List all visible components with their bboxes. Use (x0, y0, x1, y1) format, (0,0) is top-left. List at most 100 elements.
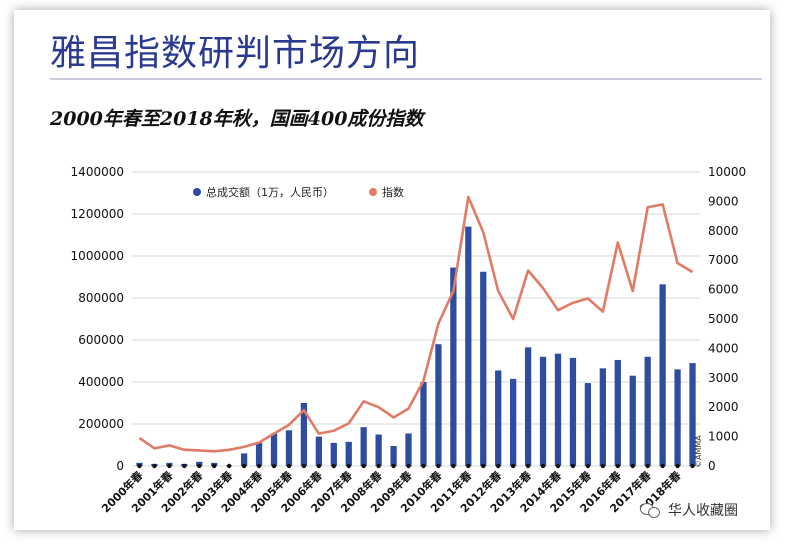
bar (345, 441, 352, 466)
watermark: 华人收藏圈 (640, 500, 738, 520)
bar (420, 382, 427, 466)
y-left-tick-label: 800000 (78, 291, 124, 305)
y-right-tick-label: 2000 (708, 400, 739, 414)
baseline-marker (600, 463, 606, 469)
y-right-tick-label: 5000 (708, 312, 739, 326)
bar (539, 356, 547, 466)
y-right-tick-label: 3000 (708, 371, 739, 385)
baseline-marker (496, 463, 501, 469)
legend-swatch-bar (193, 188, 201, 196)
baseline-marker (481, 463, 486, 469)
baseline-marker (346, 463, 351, 469)
bar (435, 344, 442, 466)
baseline-marker (241, 463, 247, 469)
title-divider (50, 78, 762, 80)
y-right-tick-label: 7000 (708, 253, 739, 267)
legend: 总成交额（1万，人民币） 指数 (193, 185, 404, 199)
bar (480, 271, 487, 466)
legend-label-line: 指数 (382, 185, 404, 199)
y-left-tick-label: 0 (116, 459, 124, 473)
baseline-marker (675, 463, 680, 469)
baseline-marker (630, 463, 635, 469)
bar (629, 375, 636, 466)
y-left-tick-label: 400000 (78, 375, 124, 389)
watermark-text: 华人收藏圈 (668, 503, 738, 519)
y-right-tick-label: 9000 (708, 194, 739, 208)
baseline-marker (540, 463, 546, 469)
bar (285, 430, 293, 466)
slide-frame (14, 10, 770, 530)
baseline-marker (212, 463, 217, 469)
page-title: 雅昌指数研判市场方向 (50, 33, 421, 74)
bar (599, 368, 606, 466)
baseline-marker (585, 463, 591, 469)
y-right-tick-label: 4000 (708, 341, 739, 355)
bar (569, 357, 577, 466)
bar (390, 446, 397, 466)
bar (450, 267, 457, 466)
y-right-tick-label: 8000 (708, 224, 739, 238)
baseline-marker (152, 463, 157, 469)
bar (465, 226, 472, 466)
bar (330, 442, 337, 466)
bar (524, 347, 532, 466)
bar (315, 436, 322, 466)
line-series (138, 195, 694, 453)
y-left-tick-label: 1200000 (71, 207, 124, 221)
bar (360, 427, 367, 466)
baseline-marker (436, 463, 441, 469)
bar (659, 284, 666, 466)
wechat-icon (640, 502, 662, 518)
y-right-tick-label: 0 (708, 459, 716, 473)
bar (689, 363, 696, 466)
baseline-marker (137, 463, 142, 469)
y-right-tick-label: 1000 (708, 430, 739, 444)
baseline-marker (391, 463, 396, 469)
bar (510, 378, 517, 466)
y-left-tick-label: 200000 (78, 417, 124, 431)
baseline-marker (406, 463, 411, 469)
y-left-tick-label: 1400000 (71, 165, 124, 179)
baseline-marker (331, 463, 336, 469)
baseline-marker (570, 463, 576, 469)
bar (495, 370, 502, 466)
baseline-marker (376, 463, 381, 469)
bar-series (136, 226, 696, 466)
copyright-credit: ©AMMA (694, 435, 703, 468)
baseline-marker (271, 463, 277, 469)
bar (240, 453, 248, 466)
baseline-marker (167, 463, 172, 469)
index-line (138, 195, 694, 453)
baseline-marker (645, 463, 650, 469)
baseline-marker (256, 463, 262, 469)
bar (270, 433, 278, 466)
bar (375, 434, 382, 466)
y-right-tick-label: 6000 (708, 283, 739, 297)
baseline-marker (301, 463, 307, 469)
baseline-marker (690, 463, 695, 469)
bar (554, 353, 562, 466)
baseline-marker (555, 463, 561, 469)
bar (300, 403, 308, 466)
baseline-marker (466, 463, 471, 469)
bar (674, 369, 681, 466)
baseline-marker (421, 463, 426, 469)
baseline-marker (510, 463, 516, 469)
legend-label-bar: 总成交额（1万，人民币） (206, 185, 334, 199)
baseline-marker (525, 463, 531, 469)
baseline-marker (286, 463, 292, 469)
baseline-marker (451, 463, 456, 469)
baseline-marker (660, 463, 665, 469)
bar (405, 433, 412, 466)
bar (255, 442, 263, 466)
baseline-marker (182, 463, 187, 469)
baseline-marker (226, 463, 232, 469)
y-left-tick-label: 600000 (78, 333, 124, 347)
chart-subtitle: 2000年春至2018年秋，国画400成份指数 (50, 108, 424, 130)
baseline-marker (361, 463, 366, 469)
legend-swatch-line (369, 188, 377, 196)
bar (584, 383, 592, 466)
bar (614, 359, 621, 466)
baseline-marker (615, 463, 620, 469)
